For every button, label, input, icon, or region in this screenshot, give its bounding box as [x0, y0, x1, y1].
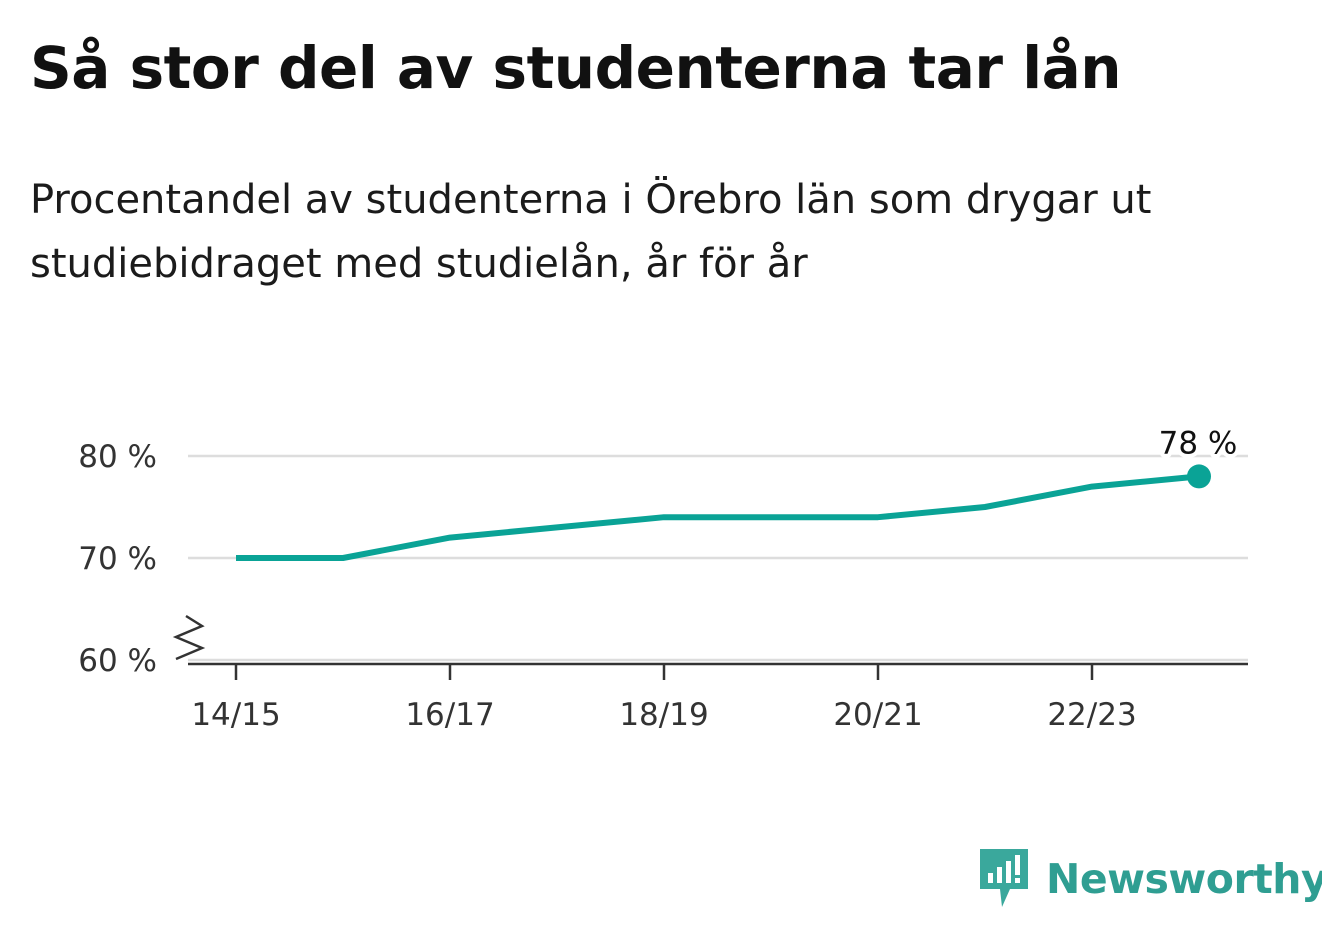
newsworthy-logo-icon: [980, 849, 1028, 907]
last-value-label: 78 %: [1159, 425, 1238, 461]
x-tick-label: 16/17: [405, 697, 494, 733]
last-data-point: [1187, 464, 1211, 489]
brand-logo: Newsworthy: [980, 849, 1322, 909]
x-tick-label: 18/19: [619, 697, 708, 733]
x-tick-label: 20/21: [833, 697, 922, 733]
y-tick-label: 70 %: [78, 541, 157, 577]
brand-name: Newsworthy: [1046, 855, 1322, 903]
y-tick-label: 60 %: [78, 643, 157, 679]
axis-break-icon: [172, 614, 206, 661]
y-tick-label: 80 %: [78, 439, 157, 475]
chart-title: Så stor del av studenterna tar lån: [30, 34, 1122, 102]
x-tick-label: 14/15: [191, 697, 280, 733]
x-tick-label: 22/23: [1047, 697, 1136, 733]
series-line: [236, 473, 1200, 561]
chart-subtitle: Procentandel av studenterna i Örebro län…: [30, 177, 1152, 287]
